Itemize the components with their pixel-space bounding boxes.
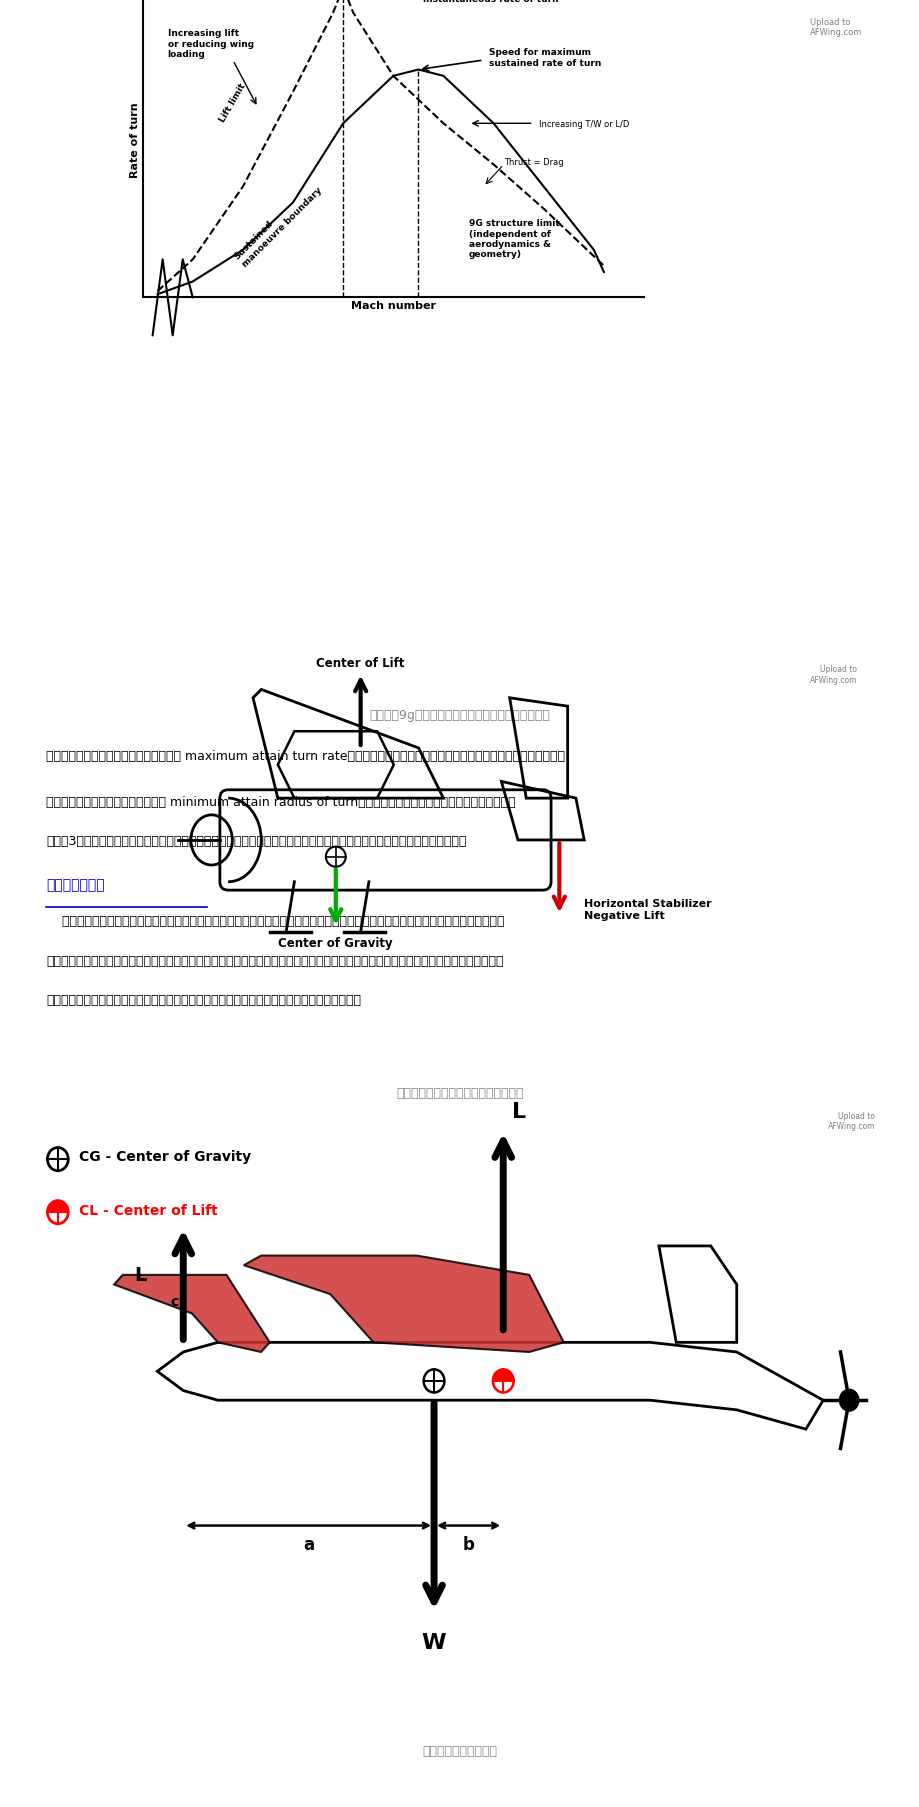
Text: Lift limit: Lift limit — [218, 81, 247, 125]
Text: 传统布局由水平尾翼以负升力方式配平: 传统布局由水平尾翼以负升力方式配平 — [396, 1086, 523, 1099]
Text: 9G structure limit
(independent of
aerodynamics &
geometry): 9G structure limit (independent of aerod… — [468, 219, 559, 258]
Text: c: c — [170, 1294, 178, 1308]
Text: 鸭翼的操纵特性: 鸭翼的操纵特性 — [46, 878, 105, 893]
Text: Increasing T/W or L/D: Increasing T/W or L/D — [539, 119, 629, 128]
X-axis label: Mach number: Mach number — [350, 302, 436, 311]
Y-axis label: Rate of turn: Rate of turn — [130, 103, 140, 177]
Text: b: b — [462, 1536, 474, 1554]
Text: Upload to
AFWing.com: Upload to AFWing.com — [809, 18, 861, 38]
Wedge shape — [48, 1202, 68, 1212]
Text: 力方式产生抬头力矩，整体而言，水平尾翼完成抬头动作时将损失总升力，因此会降低战斗机的最大起飞重量，增加起飞距离。鸭翼则以正: 力方式产生抬头力矩，整体而言，水平尾翼完成抬头动作时将损失总升力，因此会降低战斗… — [46, 954, 503, 967]
Text: Upload to
AFWing.com: Upload to AFWing.com — [827, 1111, 874, 1131]
Text: 鸭翼以正升力形式配平: 鸭翼以正升力形式配平 — [422, 1744, 497, 1756]
Circle shape — [838, 1390, 858, 1411]
Text: L: L — [511, 1100, 526, 1120]
Text: a: a — [302, 1536, 314, 1554]
Text: 升力形式使机鼻上仰，所以鸭翼可以增加总升力，增加战斗机的最大起飞重量，缩短起飞距离。: 升力形式使机鼻上仰，所以鸭翼可以增加总升力，增加战斗机的最大起飞重量，缩短起飞距… — [46, 994, 360, 1006]
Text: Horizontal Stabilizer
Negative Lift: Horizontal Stabilizer Negative Lift — [584, 898, 711, 920]
Circle shape — [493, 1370, 513, 1393]
Polygon shape — [114, 1276, 269, 1352]
Text: 由以上3项参数定义可知，在结构极限范围内，除发动机推力外，气动设计能产生多少升力将是影响战斗机机动性的主要参数。: 由以上3项参数定义可知，在结构极限范围内，除发动机推力外，气动设计能产生多少升力… — [46, 835, 466, 847]
Text: CL - Center of Lift: CL - Center of Lift — [79, 1203, 218, 1216]
Text: W: W — [421, 1632, 446, 1652]
Wedge shape — [493, 1370, 513, 1381]
Text: 瞬时转弯半径（又称最小可获得半径 minimum attain radius of turn）用于取得先敌射击机会，受最大升力线限制。: 瞬时转弯半径（又称最小可获得半径 minimum attain radius o… — [46, 795, 515, 808]
Text: Center of Gravity: Center of Gravity — [278, 936, 392, 950]
Text: CG - Center of Gravity: CG - Center of Gravity — [79, 1149, 251, 1164]
Circle shape — [48, 1202, 68, 1223]
Text: 瞬时转弯速率（又称最大可获得转弯速率 maximum attain turn rate），用于取得射击位置，定义为最大升力线与结构限制线的交点。: 瞬时转弯速率（又称最大可获得转弯速率 maximum attain turn r… — [46, 750, 564, 763]
Text: Speed for maximum
sustained rate of turn: Speed for maximum sustained rate of turn — [488, 49, 600, 67]
Text: Thrust = Drag: Thrust = Drag — [503, 157, 562, 166]
Text: 战斗机在9g结构过载限制下的最大持续转弯速率曲线: 战斗机在9g结构过载限制下的最大持续转弯速率曲线 — [369, 708, 550, 721]
Text: L: L — [133, 1265, 146, 1285]
Text: 鸭翼布局最引人注意的优点就是良好的升力特性，因为是以正升力形式进行姿态控制。以上仰动作为例：传统布局是由水平尾翼以负升: 鸭翼布局最引人注意的优点就是良好的升力特性，因为是以正升力形式进行姿态控制。以上… — [46, 914, 504, 927]
Text: Increasing lift
or reducing wing
loading: Increasing lift or reducing wing loading — [167, 29, 254, 60]
Text: Center of Lift: Center of Lift — [316, 656, 404, 669]
Text: Upload to
AFWing.com: Upload to AFWing.com — [809, 665, 857, 685]
Text: Sustained
manoeuvre boundary: Sustained manoeuvre boundary — [233, 177, 323, 269]
Text: Speed for maximum
instantaneous rate of turn: Speed for maximum instantaneous rate of … — [423, 0, 559, 4]
Polygon shape — [244, 1256, 563, 1352]
